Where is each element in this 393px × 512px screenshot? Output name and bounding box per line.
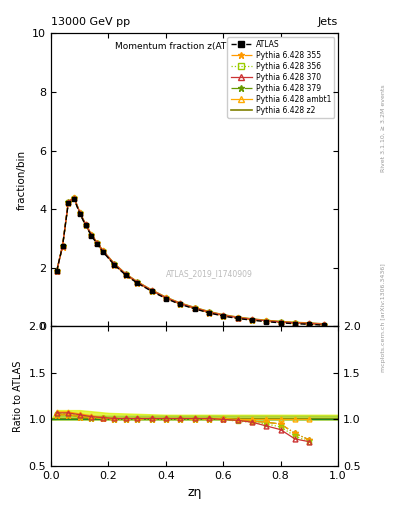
Text: ATLAS_2019_I1740909: ATLAS_2019_I1740909 (165, 269, 252, 278)
Text: Momentum fraction z(ATLAS jet fragmentation): Momentum fraction z(ATLAS jet fragmentat… (115, 42, 329, 51)
Text: Jets: Jets (318, 16, 338, 27)
Legend: ATLAS, Pythia 6.428 355, Pythia 6.428 356, Pythia 6.428 370, Pythia 6.428 379, P: ATLAS, Pythia 6.428 355, Pythia 6.428 35… (228, 37, 334, 118)
Text: mcplots.cern.ch [arXiv:1306.3436]: mcplots.cern.ch [arXiv:1306.3436] (381, 263, 386, 372)
X-axis label: zη: zη (187, 486, 202, 499)
Y-axis label: fraction/bin: fraction/bin (17, 150, 27, 210)
Y-axis label: Ratio to ATLAS: Ratio to ATLAS (13, 360, 23, 432)
Text: 13000 GeV pp: 13000 GeV pp (51, 16, 130, 27)
Text: Rivet 3.1.10, ≥ 3.2M events: Rivet 3.1.10, ≥ 3.2M events (381, 84, 386, 172)
